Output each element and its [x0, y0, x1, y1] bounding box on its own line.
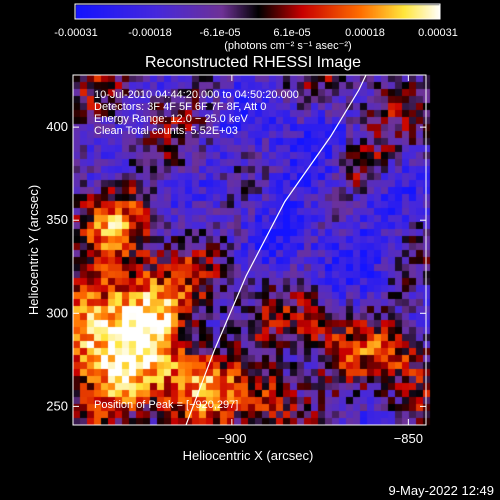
colorbar-tick-label: -0.00031 — [54, 27, 97, 39]
annotation-time-range: 10-Jul-2010 04:44:20.000 to 04:50:20.000 — [94, 89, 299, 101]
y-axis-ticks: 250 300 350 400 — [46, 119, 426, 413]
colorbar-frame — [74, 3, 441, 20]
plot-frame — [72, 74, 427, 426]
footer-timestamp: 9-May-2022 12:49 — [388, 483, 494, 498]
annotation-peak-position: Position of Peak = [−920,297] — [94, 399, 238, 411]
x-tick-label: −850 — [394, 431, 423, 446]
colorbar-tick-label: -6.1e-05 — [200, 27, 241, 39]
y-tick-label: 250 — [46, 398, 68, 413]
annotation-detectors: Detectors: 3F 4F 5F 6F 7F 8F, Att 0 — [94, 101, 266, 113]
colorbar-tick-label: -0.00018 — [128, 27, 171, 39]
colorbar-tick-label: 6.1e-05 — [273, 27, 310, 39]
colorbar-unit-label: (photons cm⁻² s⁻¹ asec⁻²) — [224, 40, 351, 52]
y-tick-label: 300 — [46, 305, 68, 320]
x-axis-label: Heliocentric X (arcsec) — [183, 448, 314, 463]
colorbar-tick-label: 0.00018 — [345, 27, 385, 39]
annotation-clean-counts: Clean Total counts: 5.52E+03 — [94, 125, 238, 137]
colorbar-tick-label: 0.00031 — [418, 27, 458, 39]
y-tick-label: 350 — [46, 212, 68, 227]
solar-limb-line — [185, 74, 367, 426]
y-axis-label: Heliocentric Y (arcsec) — [26, 185, 41, 315]
x-axis-ticks: −900−850−800 — [217, 75, 423, 446]
chart-title: Reconstructed RHESSI Image — [145, 54, 361, 71]
annotation-energy-range: Energy Range: 12.0 − 25.0 keV — [94, 113, 248, 125]
colorbar-ticks: -0.00031 -0.00018 -6.1e-05 6.1e-05 0.00018 0.… — [54, 27, 458, 39]
y-tick-label: 400 — [46, 119, 68, 134]
x-tick-label: −900 — [217, 431, 246, 446]
